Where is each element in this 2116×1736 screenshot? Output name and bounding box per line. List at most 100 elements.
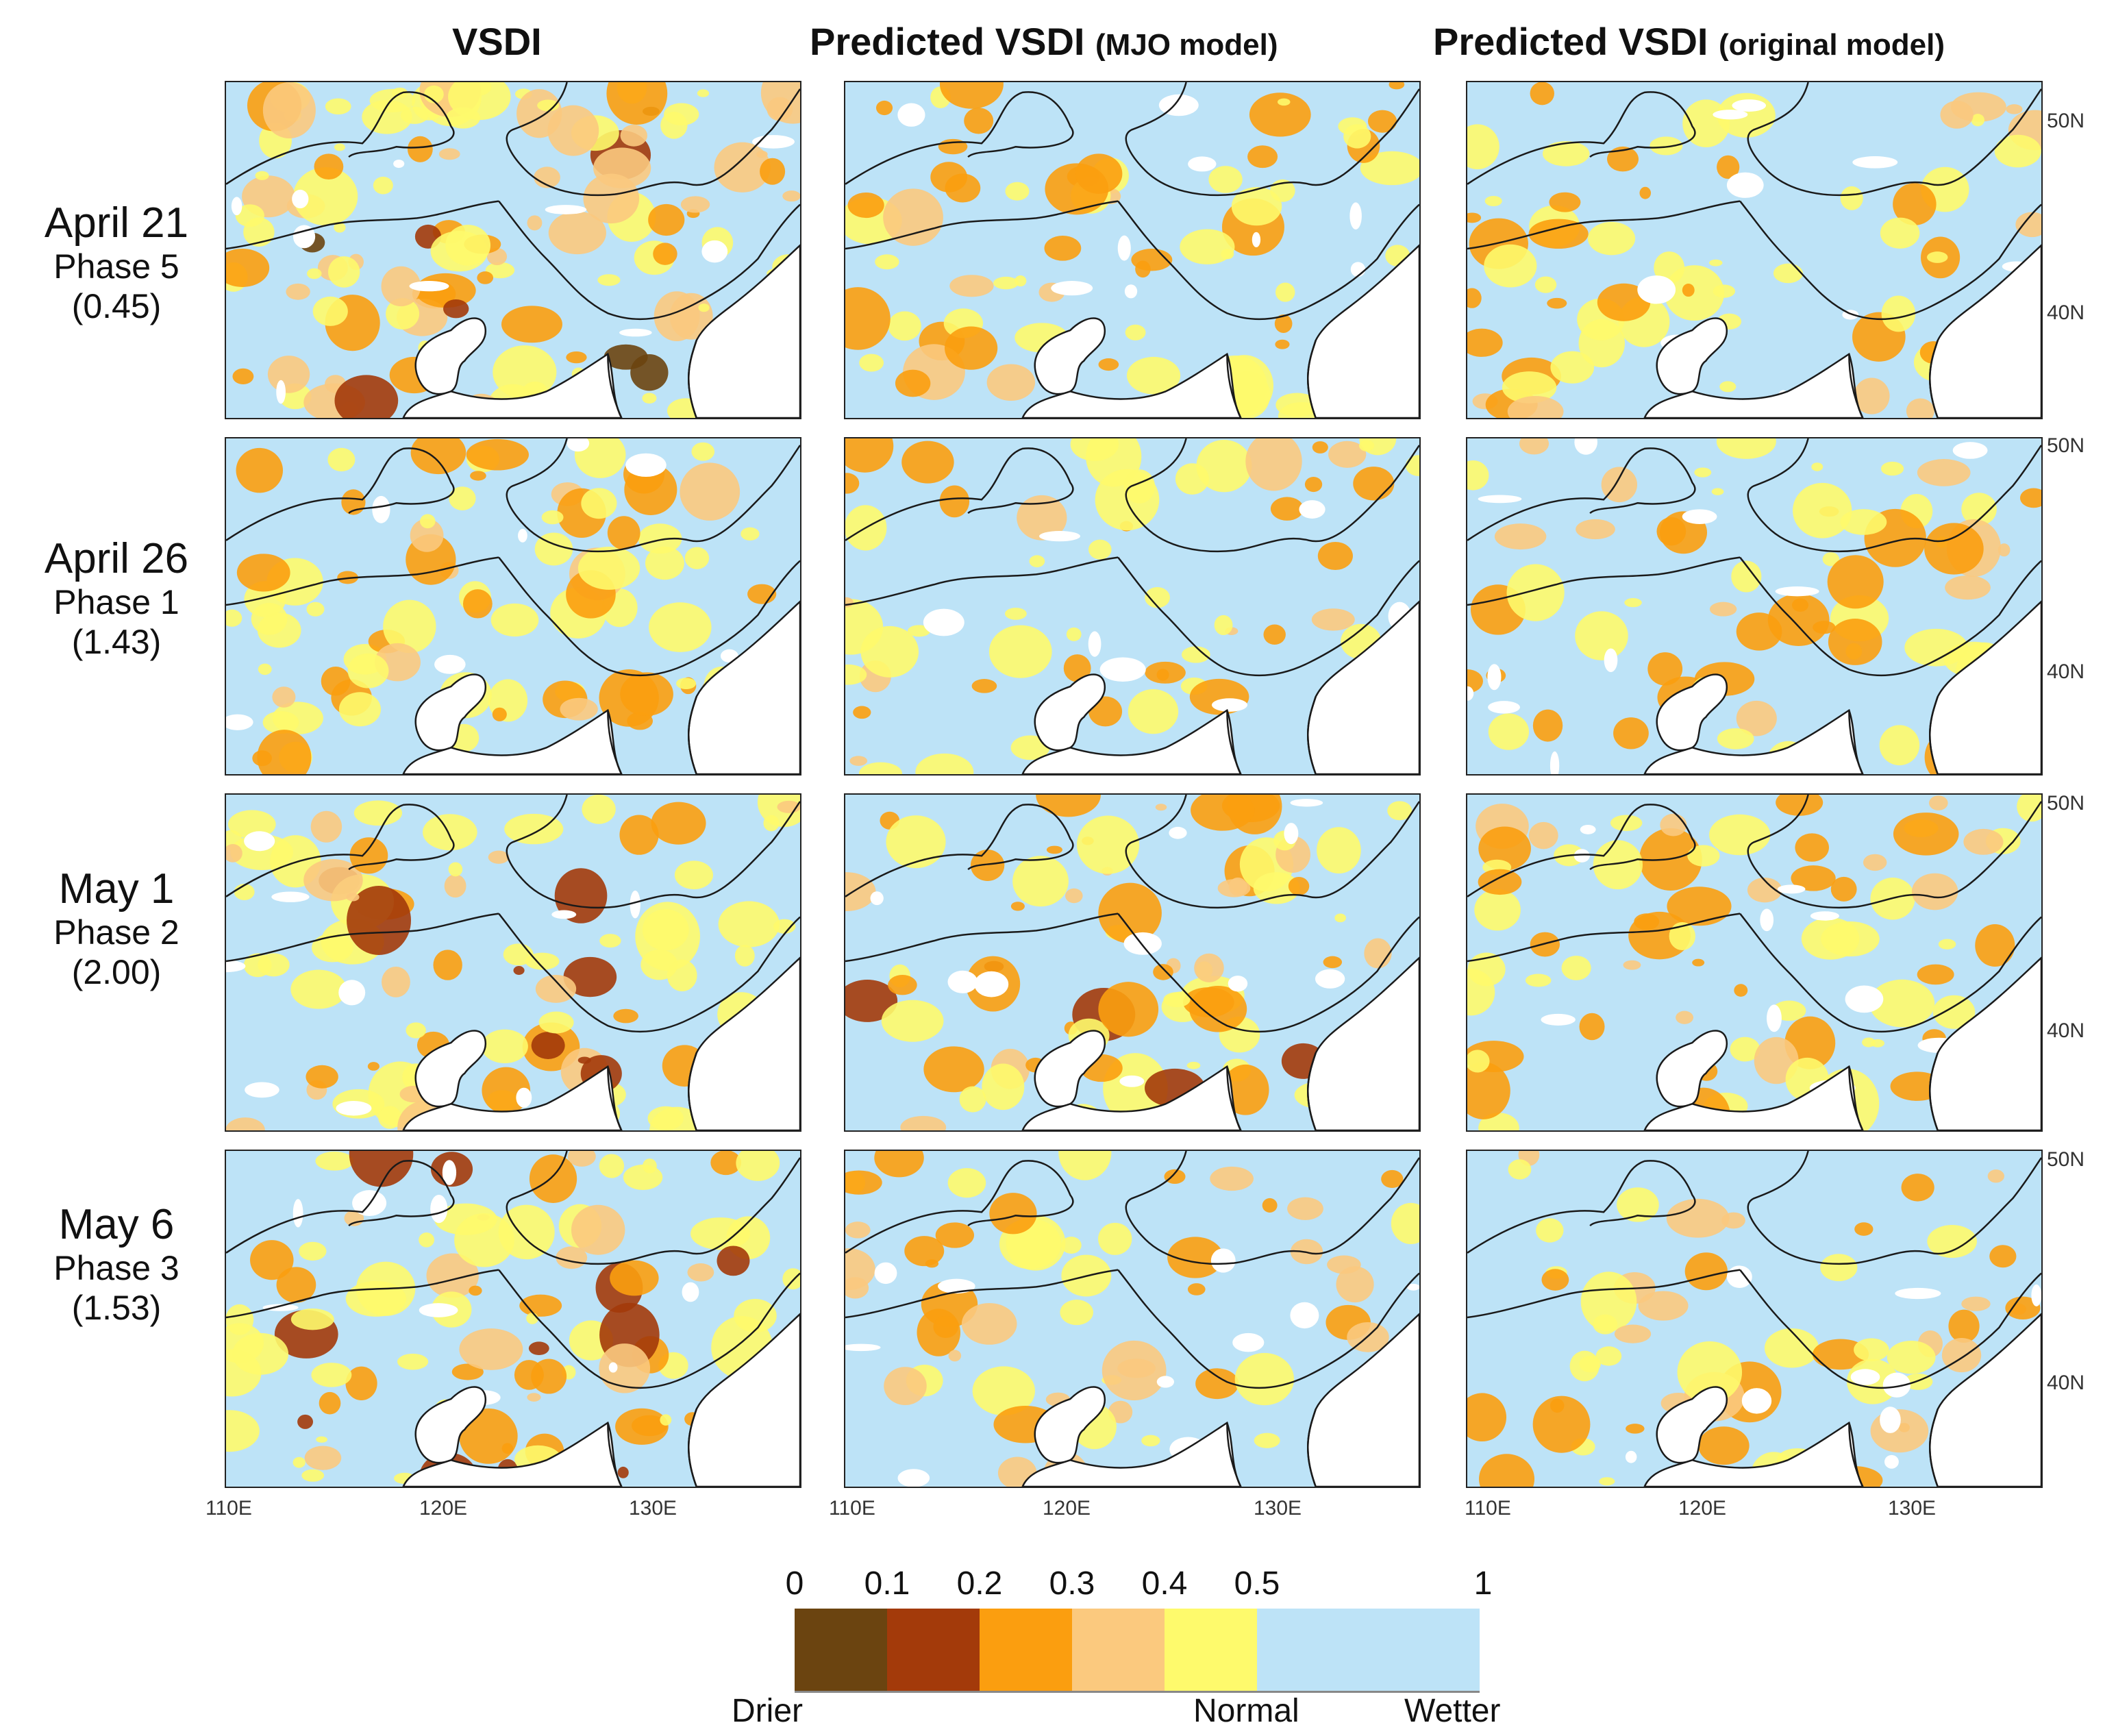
vsdi-cell	[397, 1353, 429, 1370]
vsdi-cell	[1208, 166, 1243, 193]
vsdi-cell	[1948, 1309, 1980, 1343]
colorbar-tick: 1	[1473, 1565, 1493, 1602]
coastline	[1226, 354, 1242, 418]
vsdi-cell	[582, 795, 616, 824]
vsdi-cell	[1528, 219, 1589, 249]
row-amplitude: (2.00)	[71, 952, 162, 991]
no-data-cell	[1117, 235, 1131, 261]
no-data-cell	[1895, 1287, 1941, 1300]
vsdi-cell	[1164, 1169, 1186, 1185]
colorbar-tick: 0.5	[1234, 1565, 1280, 1602]
vsdi-cell	[613, 1008, 638, 1024]
vsdi-cell	[1994, 134, 2041, 168]
vsdi-cell	[1840, 186, 1863, 210]
vsdi-cell	[257, 730, 312, 774]
no-data-cell	[1884, 1454, 1899, 1469]
no-data-cell	[1123, 932, 1162, 955]
vsdi-cell	[448, 82, 511, 121]
no-data-cell	[393, 159, 405, 169]
vsdi-cell	[2006, 104, 2023, 114]
coastline	[607, 1066, 623, 1130]
coastline	[1226, 1066, 1242, 1130]
vsdi-cell	[734, 945, 755, 967]
lat-tick: 50N	[2047, 434, 2085, 457]
vsdi-cell	[1840, 509, 1887, 535]
vsdi-cell	[1126, 356, 1181, 395]
vsdi-cell	[1595, 1346, 1622, 1366]
map-panel	[225, 437, 801, 776]
vsdi-cell	[1747, 878, 1782, 903]
vsdi-cell	[346, 893, 360, 902]
vsdi-cell	[577, 1056, 591, 1064]
vsdi-cell	[1029, 555, 1045, 568]
vsdi-cell	[643, 1158, 657, 1174]
vsdi-cell	[526, 1313, 538, 1324]
no-data-cell	[231, 197, 242, 216]
vsdi-cell	[1525, 974, 1552, 987]
vsdi-cell	[1963, 828, 2004, 855]
vsdi-cell	[347, 886, 412, 955]
coastline	[1467, 795, 2041, 909]
vsdi-cell	[1666, 1198, 1730, 1238]
vsdi-cell	[1811, 462, 1824, 471]
no-data-cell	[434, 654, 466, 674]
colorbar-segment	[887, 1609, 980, 1691]
vsdi-cell	[645, 546, 684, 580]
no-data-cell	[1573, 849, 1590, 863]
vsdi-cell	[881, 1000, 944, 1042]
vsdi-cell	[1288, 877, 1310, 895]
country-border	[845, 556, 1419, 677]
no-data-cell	[1232, 1332, 1265, 1352]
vsdi-cell	[1736, 700, 1777, 736]
vsdi-cell	[443, 299, 469, 319]
vsdi-cell	[307, 268, 322, 280]
vsdi-cell	[1263, 624, 1286, 645]
vsdi-cell	[603, 344, 648, 370]
vsdi-cell	[1880, 217, 1920, 249]
vsdi-cell	[529, 1154, 577, 1203]
vsdi-cell	[490, 603, 539, 637]
vsdi-cell	[262, 82, 316, 139]
colorbar-segment	[1165, 1609, 1257, 1691]
country-border	[226, 913, 800, 1033]
coastline	[1307, 696, 1317, 774]
vsdi-cell	[947, 1167, 986, 1198]
vsdi-cell	[1060, 1300, 1093, 1326]
no-data-cell	[1625, 1450, 1637, 1463]
vsdi-cell	[1550, 351, 1595, 384]
vsdi-cell	[400, 106, 429, 124]
lon-tick: 130E	[1254, 1497, 1302, 1520]
no-data-cell	[516, 1087, 532, 1108]
no-data-cell	[897, 103, 925, 127]
map-canvas	[1467, 795, 2041, 1130]
vsdi-cell	[1961, 493, 1997, 526]
no-data-cell	[1290, 1302, 1319, 1329]
vsdi-cell	[1467, 212, 1482, 223]
vsdi-cell	[676, 678, 697, 690]
no-data-cell	[1088, 631, 1101, 657]
coastline	[1467, 1151, 2041, 1265]
vsdi-cell	[736, 1151, 780, 1181]
vsdi-cell	[1709, 814, 1771, 856]
vsdi-cell	[538, 1011, 574, 1034]
vsdi-cell	[1654, 251, 1685, 284]
vsdi-cell	[1764, 1328, 1819, 1368]
vsdi-cell	[267, 356, 310, 393]
vsdi-cell	[1893, 813, 1959, 856]
vsdi-cell	[1709, 602, 1737, 617]
vsdi-cell	[1893, 183, 1937, 225]
vsdi-cell	[1989, 1245, 2017, 1268]
map-canvas	[1467, 1151, 2041, 1487]
no-data-cell	[1350, 262, 1366, 277]
vsdi-cell	[531, 1032, 565, 1059]
vsdi-cell	[255, 171, 269, 180]
vsdi-cell	[1579, 1013, 1605, 1041]
vsdi-cell	[1195, 1368, 1239, 1400]
vsdi-cell	[1617, 1187, 1659, 1222]
vsdi-cell	[504, 813, 564, 845]
vsdi-cell	[1917, 459, 1971, 486]
vsdi-cell	[1795, 833, 1829, 862]
vsdi-cell	[1467, 460, 1489, 491]
column-title-text: Predicted VSDI	[1433, 20, 1708, 63]
vsdi-cell	[258, 663, 272, 675]
